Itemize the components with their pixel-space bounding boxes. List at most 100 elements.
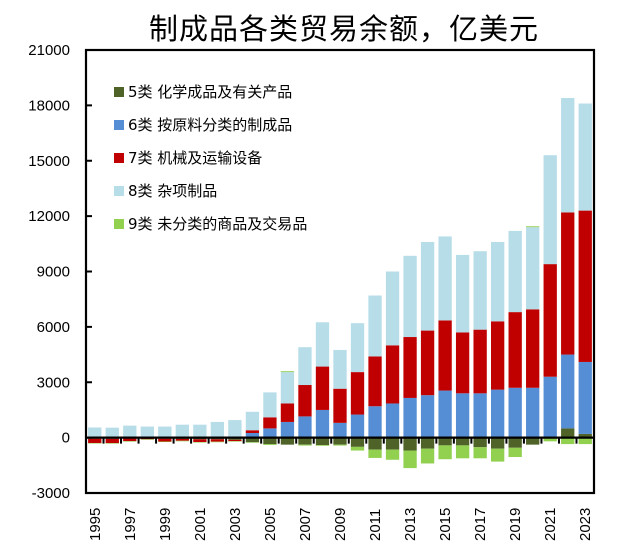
bar-s7-2015 [438,320,452,391]
y-tick-label: 0 [62,430,70,447]
bar-s5-2004 [245,437,260,443]
bar-s6-2013 [403,397,417,438]
bar-s6-2021 [543,376,557,438]
bar-s6-2016 [455,393,470,438]
bar-s8-1997 [123,425,137,438]
bar-s9-2003 [228,441,242,442]
bar-s5-2014 [420,437,435,449]
x-tick-label: 2005 [262,508,279,541]
bar-s7-2008 [315,366,330,410]
bar-s8-2011 [368,295,382,357]
bar-s8-2017 [473,251,487,330]
x-tick-label: 2021 [542,508,559,541]
bar-s6-2020 [526,387,540,438]
x-tick-label: 2001 [192,508,209,541]
bar-s6-2014 [420,395,435,438]
bar-s7-2016 [455,332,470,394]
bar-s5-2018 [491,437,505,449]
bar-s9-2021 [543,437,557,442]
legend-entry: 5类 化学成品及有关产品 [128,83,292,101]
bar-s9-2007 [298,444,312,446]
bar-s7-2013 [403,337,417,398]
bar-s9-2006 [280,371,295,373]
legend-entry: 8类 杂项制品 [128,182,217,200]
y-tick-label: 6000 [37,319,70,336]
bar-s8-2010 [350,323,365,373]
bar-s8-2009 [333,349,347,389]
y-tick-label: 3000 [37,374,70,391]
legend-swatch [114,186,124,196]
legend: 5类 化学成品及有关产品 6类 按原料分类的制成品 7类 机械及运输设备 8类 杂项制… [114,83,307,233]
bar-s8-2006 [280,372,295,404]
bar-s7-2018 [491,321,505,390]
bar-s7-2022 [561,212,575,355]
bar-s9-2012 [385,449,400,460]
legend-swatch [114,153,124,163]
x-tick-label: 2011 [367,509,384,541]
bar-s9-2013 [403,450,417,469]
bar-s8-2005 [263,392,277,418]
bar-s7-1995 [88,438,102,443]
bar-s5-2009 [333,437,347,445]
legend-swatch [114,120,124,130]
bar-s5-2011 [368,437,382,450]
bar-s9-2001 [193,442,207,443]
bar-s9-1996 [105,443,119,444]
bar-s9-2002 [210,441,225,443]
bar-s8-1998 [140,426,154,438]
legend-entry: 7类 机械及运输设备 [128,149,262,167]
x-tick-label: 2003 [227,508,244,541]
bar-s8-2014 [420,241,435,331]
bar-s9-2016 [455,445,470,459]
legend-swatch [114,219,124,229]
bar-s9-2023 [578,437,592,445]
bar-s9-2015 [438,445,452,460]
bar-s8-1996 [105,427,119,438]
bar-s9-1998 [140,439,154,440]
bar-s8-2004 [245,411,260,431]
bar-s6-2022 [561,354,575,429]
bar-s6-2005 [263,428,277,438]
bars-layer [88,97,592,469]
bar-s9-2000 [175,440,189,442]
bar-s6-2015 [438,390,452,438]
bar-s8-2023 [578,103,592,211]
bar-s5-2022 [561,428,575,438]
bar-s9-2004 [245,442,260,443]
bar-s9-2020 [526,226,540,228]
legend-entry: 9类 未分类的商品及交易品 [128,215,307,233]
x-tick-label: 1999 [157,508,174,541]
x-tick-label: 1995 [87,508,104,541]
bar-s7-2003 [228,439,242,442]
legend-swatch [114,87,124,97]
bar-s5-2008 [315,437,330,446]
bar-s7-2000 [175,438,189,441]
bar-s7-2007 [298,385,312,417]
bar-s6-2011 [368,406,382,438]
bar-s8-2015 [438,236,452,321]
bar-s5-2013 [403,437,417,451]
bar-s6-2018 [491,389,505,438]
bar-s9-2022 [561,437,575,445]
bar-s8-2019 [508,230,522,313]
bar-s7-2009 [333,388,347,423]
bar-s8-1995 [88,427,102,438]
y-tick-label: 21000 [28,42,70,59]
bar-s8-2018 [491,241,505,322]
bar-s9-1999 [158,441,172,443]
bar-s5-2006 [280,437,295,445]
bar-s9-2008 [315,445,330,446]
bar-s8-2008 [315,322,330,367]
bar-s8-2016 [455,254,470,333]
bar-s6-2010 [350,414,365,438]
bar-s7-2004 [245,430,260,434]
bar-s7-2014 [420,330,435,396]
x-tick-label: 2019 [507,508,524,541]
bar-s5-2017 [473,437,487,448]
y-tick-label: 12000 [28,208,70,225]
bar-s7-2001 [193,439,207,443]
bar-s8-2007 [298,347,312,386]
x-tick-label: 2009 [332,508,349,541]
bar-s7-2006 [280,403,295,422]
